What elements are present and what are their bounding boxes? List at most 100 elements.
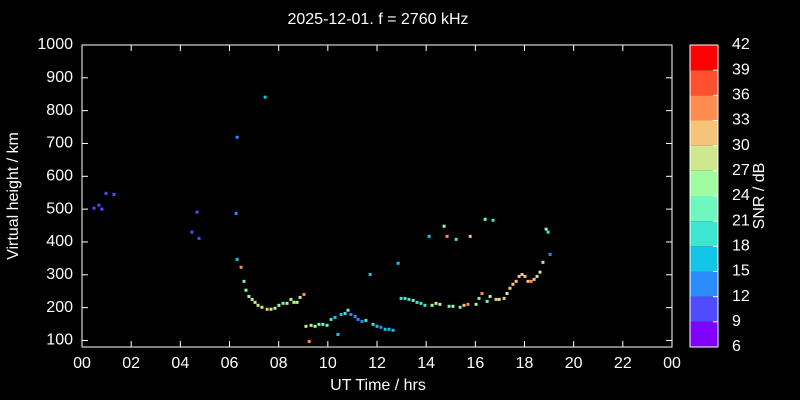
colorbar-tick-label: 15 (732, 263, 750, 280)
y-tick-label: 200 (46, 299, 73, 316)
data-point (548, 252, 552, 256)
data-point (360, 319, 364, 323)
data-point (430, 303, 434, 307)
x-tick-label: 14 (417, 355, 435, 372)
data-point (538, 270, 542, 274)
data-point (281, 301, 285, 305)
x-tick-label: 00 (73, 355, 91, 372)
x-tick-label: 18 (516, 355, 534, 372)
data-point (541, 260, 545, 264)
colorbar-tick-label: 18 (732, 238, 750, 255)
data-point (317, 322, 321, 326)
colorbar-band (690, 95, 718, 121)
data-point (313, 324, 317, 328)
data-point (511, 282, 515, 286)
data-point (399, 296, 403, 300)
data-point (485, 299, 489, 303)
data-point (285, 301, 289, 305)
colorbar-band (690, 196, 718, 222)
data-point (339, 313, 343, 317)
data-point (273, 306, 277, 310)
data-point (325, 323, 329, 327)
x-tick-label: 12 (368, 355, 386, 372)
data-point (260, 305, 264, 309)
colorbar-tick-label: 39 (732, 61, 750, 78)
data-point (383, 327, 387, 331)
colorbar-tick-label: 21 (732, 212, 750, 229)
data-point (247, 294, 251, 298)
data-point (104, 191, 108, 195)
y-axis-label: Virtual height / km (5, 132, 22, 260)
data-point (508, 286, 512, 290)
data-point (468, 234, 472, 238)
data-point (529, 279, 533, 283)
x-tick-label: 00 (663, 355, 681, 372)
data-point (546, 230, 550, 234)
data-point (517, 274, 521, 278)
data-point (356, 317, 360, 321)
colorbar-tick-label: 42 (732, 36, 750, 53)
data-point (494, 297, 498, 301)
x-axis-label: UT Time / hrs (330, 377, 426, 394)
colorbar-label: SNR / dB (751, 163, 768, 230)
data-point (544, 227, 548, 231)
data-point (253, 300, 257, 304)
x-tick-label: 22 (614, 355, 632, 372)
y-tick-label: 700 (46, 135, 73, 152)
colorbar-tick-label: 9 (732, 313, 741, 330)
data-point (454, 237, 458, 241)
data-point (391, 328, 395, 332)
data-point (234, 211, 238, 215)
x-tick-label: 20 (565, 355, 583, 372)
data-point (197, 236, 201, 240)
colorbar-band (690, 221, 718, 247)
y-tick-label: 600 (46, 168, 73, 185)
colorbar-band (690, 120, 718, 146)
colorbar-band (690, 70, 718, 96)
y-tick-label: 400 (46, 233, 73, 250)
colorbar-band (690, 271, 718, 297)
data-point (523, 274, 527, 278)
colorbar-tick-label: 27 (732, 162, 750, 179)
data-point (491, 218, 495, 222)
data-point (295, 300, 299, 304)
colorbar-tick-label: 33 (732, 112, 750, 129)
colorbar-tick-label: 30 (732, 137, 750, 154)
data-point (321, 322, 325, 326)
data-point (349, 313, 353, 317)
chart-title: 2025-12-01. f = 2760 kHz (287, 11, 468, 28)
data-point (190, 230, 194, 234)
data-point (447, 304, 451, 308)
data-point (445, 234, 449, 238)
data-point (535, 274, 539, 278)
data-point (415, 300, 419, 304)
data-point (532, 277, 536, 281)
y-tick-label: 500 (46, 200, 73, 217)
data-point (265, 307, 269, 311)
data-point (343, 312, 347, 316)
data-point (442, 224, 446, 228)
colorbar-tick-label: 36 (732, 87, 750, 104)
data-point (277, 303, 281, 307)
data-point (235, 257, 239, 261)
data-point (97, 203, 101, 207)
colorbar-tick-label: 24 (732, 187, 750, 204)
data-point (256, 303, 260, 307)
x-tick-label: 10 (319, 355, 337, 372)
colorbar-band (690, 321, 718, 347)
colorbar-band (690, 145, 718, 171)
colorbar-band (690, 170, 718, 196)
data-point (427, 234, 431, 238)
data-point (396, 261, 400, 265)
data-point (368, 272, 372, 276)
data-point (92, 206, 96, 210)
data-point (451, 304, 455, 308)
data-point (112, 192, 116, 196)
data-point (474, 302, 478, 306)
data-point (462, 303, 466, 307)
x-tick-label: 04 (171, 355, 189, 372)
data-point (244, 288, 248, 292)
data-point (304, 324, 308, 328)
data-point (235, 135, 239, 139)
y-tick-label: 800 (46, 102, 73, 119)
